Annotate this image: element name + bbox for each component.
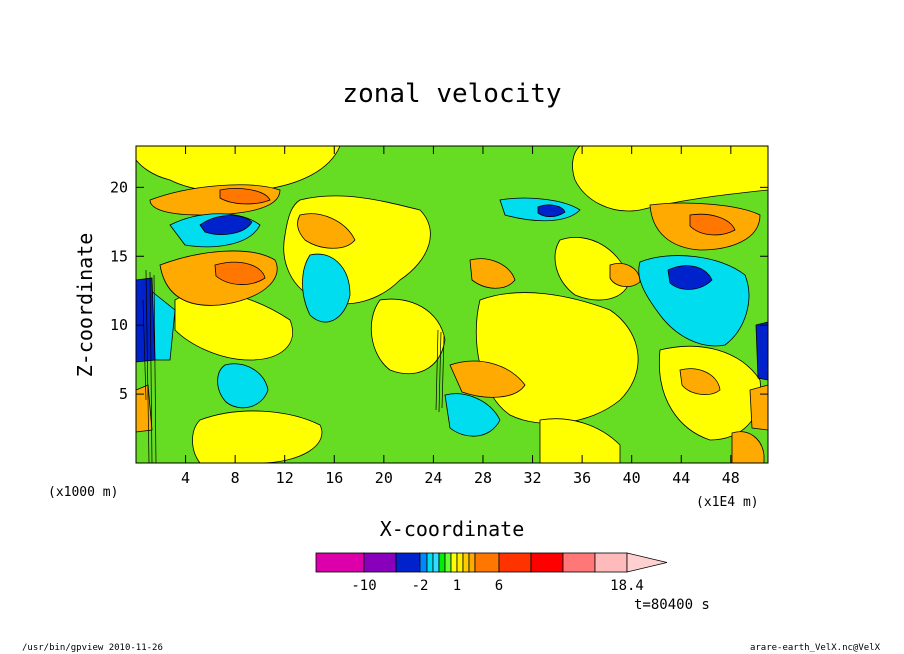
colorbar-segment-5 — [432, 552, 440, 573]
x-tick-label-1: 8 — [231, 469, 240, 487]
colorbar: -10 -2 1 6 18.4 — [315, 552, 668, 594]
contour-region-yellow-8 — [370, 298, 446, 374]
colorbar-tick-label-3: 6 — [495, 578, 503, 594]
time-label: t=80400 s — [634, 597, 710, 613]
chart-title: zonal velocity — [342, 79, 561, 109]
contour-dense-lines — [142, 269, 445, 463]
y-tick-label-0: 5 — [119, 385, 128, 403]
colorbar-segment-11 — [468, 552, 476, 573]
colorbar-extension-arrow — [626, 552, 668, 573]
contour-region-blue-3 — [537, 204, 566, 218]
contour-region-dark-orange-1 — [219, 188, 271, 205]
contour-region-cyan-6 — [444, 393, 501, 437]
contour-region-cyan-4 — [638, 255, 750, 347]
colorbar-segment-13 — [498, 552, 532, 573]
colorbar-segment-1 — [363, 552, 397, 573]
contour-region-blue-4 — [136, 277, 156, 363]
y-axis-unit: (x1000 m) — [48, 485, 118, 500]
contour-region-yellow-7 — [554, 237, 631, 301]
y-tick-label-1: 10 — [110, 316, 128, 334]
x-axis-label: X-coordinate — [380, 517, 525, 541]
contour-region-yellow-10 — [539, 418, 621, 463]
contour-region-orange-9 — [731, 431, 765, 463]
colorbar-segment-10 — [462, 552, 470, 573]
contour-region-blue-2 — [667, 265, 713, 290]
colorbar-tick-label-2: 1 — [453, 578, 461, 594]
contour-field — [136, 146, 768, 463]
x-tick-label-6: 28 — [474, 469, 492, 487]
x-tick-label-10: 44 — [672, 469, 690, 487]
x-tick-label-11: 48 — [722, 469, 740, 487]
colorbar-segment-0 — [315, 552, 365, 573]
x-tick-label-0: 4 — [181, 469, 190, 487]
contour-region-yellow-6 — [572, 146, 768, 212]
plot-area — [136, 146, 768, 463]
x-tick-label-8: 36 — [573, 469, 591, 487]
colorbar-segment-14 — [530, 552, 564, 573]
colorbar-segment-16 — [594, 552, 628, 573]
x-tick-label-9: 40 — [623, 469, 641, 487]
contour-region-orange-3 — [297, 213, 356, 249]
colorbar-segment-2 — [395, 552, 421, 573]
colorbar-segment-4 — [426, 552, 434, 573]
contour-region-orange-6 — [449, 360, 526, 398]
colorbar-tick-label-1: -2 — [412, 578, 429, 594]
contour-region-orange-4 — [469, 258, 516, 289]
contour-region-blue-5 — [755, 321, 768, 381]
colorbar-segment-15 — [562, 552, 596, 573]
x-tick-label-2: 12 — [276, 469, 294, 487]
colorbar-segment-3 — [419, 552, 428, 573]
x-tick-label-7: 32 — [524, 469, 542, 487]
contour-region-yellow-4 — [192, 410, 323, 463]
contour-region-cyan-3 — [217, 363, 269, 409]
plot-frame — [135, 145, 769, 464]
colorbar-segment-9 — [456, 552, 464, 573]
x-tick-label-3: 16 — [325, 469, 343, 487]
footer-right: arare-earth_VelX.nc@VelX — [750, 643, 881, 653]
y-tick-label-3: 20 — [110, 178, 128, 196]
contour-region-cyan-2 — [302, 253, 351, 323]
colorbar-segment-12 — [474, 552, 500, 573]
contour-region-orange-10 — [749, 384, 768, 431]
colorbar-tick-label-4: 18.4 — [610, 578, 644, 594]
x-axis-unit: (x1E4 m) — [696, 495, 759, 510]
contour-region-dark-orange-2 — [214, 261, 266, 285]
x-tick-label-4: 20 — [375, 469, 393, 487]
y-axis: 5 10 15 20 — [110, 178, 768, 403]
colorbar-segment-6 — [438, 552, 446, 573]
contour-region-blue-1 — [199, 215, 253, 235]
contour-region-orange-8 — [679, 368, 721, 395]
contour-region-orange-7 — [609, 263, 641, 288]
y-tick-label-2: 15 — [110, 247, 128, 265]
colorbar-segment-8 — [450, 552, 458, 573]
footer-left: /usr/bin/gpview 2010-11-26 — [22, 643, 163, 653]
y-axis-label: Z-coordinate — [73, 233, 97, 378]
contour-region-dark-orange-3 — [689, 213, 736, 236]
colorbar-segment-7 — [444, 552, 452, 573]
colorbar-tick-label-0: -10 — [351, 578, 376, 594]
x-axis: 4 8 12 16 20 24 28 32 36 40 44 48 — [181, 146, 740, 487]
x-tick-label-5: 24 — [424, 469, 442, 487]
